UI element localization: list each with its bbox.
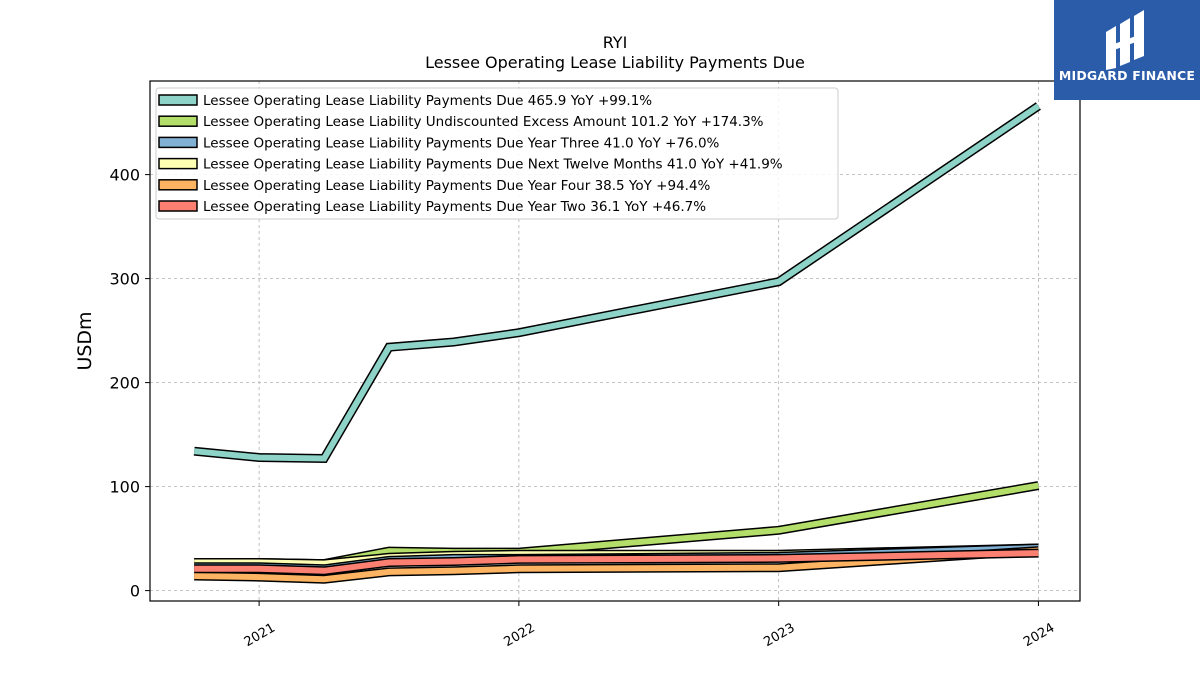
plot-frame (149, 80, 1081, 602)
legend-label: Lessee Operating Lease Liability Payment… (203, 178, 711, 194)
legend-swatch (158, 157, 198, 170)
legend: Lessee Operating Lease Liability Payment… (155, 87, 839, 220)
y-tick-label: 100 (109, 478, 140, 497)
series-0-line (193, 103, 1041, 462)
y-tick-label: 300 (109, 270, 140, 289)
legend-label: Lessee Operating Lease Liability Payment… (203, 157, 783, 173)
series-5-line (194, 550, 1039, 574)
y-tick-label: 400 (109, 166, 140, 185)
logo-text: MIDGARD FINANCE (1058, 68, 1196, 83)
series-layer (193, 102, 1041, 584)
legend-label: Lessee Operating Lease Liability Payment… (203, 135, 720, 151)
legend-swatch (158, 136, 198, 149)
x-axis: 2021 2022 2023 2024 (242, 601, 1057, 650)
logo-mark-icon (1106, 10, 1144, 70)
x-tick-label: 2021 (242, 621, 278, 651)
legend-swatch (158, 179, 198, 191)
series-4-line (194, 547, 1039, 583)
x-tick-label: 2024 (1021, 621, 1057, 651)
legend-swatch (158, 200, 198, 212)
company-logo: MIDGARD FINANCE (1054, 0, 1200, 100)
x-tick-label: 2022 (502, 621, 538, 651)
legend-label: Lessee Operating Lease Liability Payment… (203, 93, 652, 109)
legend-label: Lessee Operating Lease Liability Undisco… (203, 114, 764, 130)
legend-label: Lessee Operating Lease Liability Payment… (203, 199, 706, 215)
x-tick-label: 2023 (761, 621, 797, 651)
y-tick-label: 0 (130, 582, 140, 601)
chart-subtitle: Lessee Operating Lease Liability Payment… (425, 53, 805, 72)
y-axis: 0 100 200 300 400 (109, 166, 150, 601)
legend-box (155, 87, 839, 220)
chart-title: RYI (603, 33, 628, 52)
y-axis-label: USDm (74, 311, 96, 370)
legend-swatch (158, 94, 198, 106)
y-tick-label: 200 (109, 374, 140, 393)
legend-swatch (158, 115, 198, 127)
